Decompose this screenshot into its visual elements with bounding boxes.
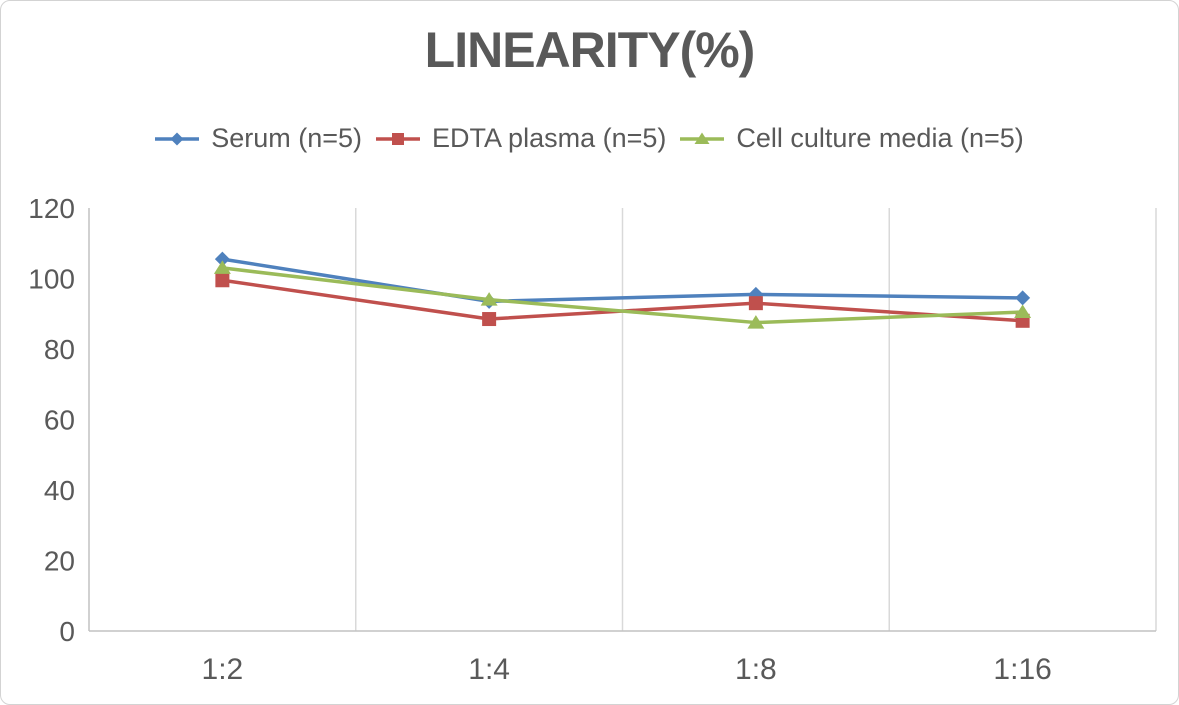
chart-legend: Serum (n=5) EDTA plasma (n=5) Cell culture… — [1, 123, 1178, 154]
legend-label: Serum (n=5) — [211, 123, 363, 153]
marker-cell-culture-media-n-5-triangle-icon — [480, 292, 498, 306]
legend-label: EDTA plasma (n=5) — [432, 123, 667, 153]
legend-key-diamond-icon — [170, 132, 184, 145]
chart-title: LINEARITY(%) — [424, 22, 756, 78]
x-tick-label: 1:8 — [735, 653, 777, 686]
marker-edta-plasma-n-5-square-icon — [482, 312, 497, 327]
y-tick-label: 20 — [44, 546, 75, 577]
y-tick-label: 60 — [44, 405, 75, 436]
marker-serum-n-5-diamond-icon — [214, 251, 230, 267]
legend-key-square-icon — [392, 132, 405, 145]
marker-edta-plasma-n-5-square-icon — [748, 296, 763, 311]
y-tick-label: 100 — [28, 264, 75, 295]
marker-serum-n-5-diamond-icon — [1015, 290, 1031, 306]
x-tick-label: 1:2 — [202, 653, 244, 686]
x-tick-label: 1:16 — [993, 653, 1051, 686]
series-line-cell-culture-media-n-5 — [222, 266, 1023, 325]
y-tick-label: 120 — [28, 193, 75, 224]
legend-key-square-icon — [376, 132, 421, 145]
legend-item-edta-plasma-n-5: EDTA plasma (n=5) — [376, 123, 666, 154]
marker-cell-culture-media-n-5-triangle-icon — [213, 260, 231, 274]
y-tick-label: 40 — [44, 475, 75, 506]
legend-key-triangle-icon — [694, 132, 710, 144]
legend-item-serum-n-5: Serum (n=5) — [155, 123, 362, 154]
marker-cell-culture-media-n-5-triangle-icon — [747, 315, 765, 329]
marker-edta-plasma-n-5-square-icon — [215, 273, 230, 288]
marker-cell-culture-media-n-5-triangle-icon — [1014, 304, 1032, 318]
x-tick-label: 1:4 — [468, 653, 510, 686]
y-tick-label: 80 — [44, 334, 75, 365]
legend-item-cell-culture-media-n-5: Cell culture media (n=5) — [680, 123, 1024, 154]
y-tick-label: 0 — [59, 616, 75, 647]
legend-key-diamond-icon — [155, 132, 200, 145]
legend-key-triangle-icon — [680, 132, 725, 144]
legend-label: Cell culture media (n=5) — [736, 123, 1024, 153]
series-line-serum-n-5 — [222, 257, 1023, 304]
